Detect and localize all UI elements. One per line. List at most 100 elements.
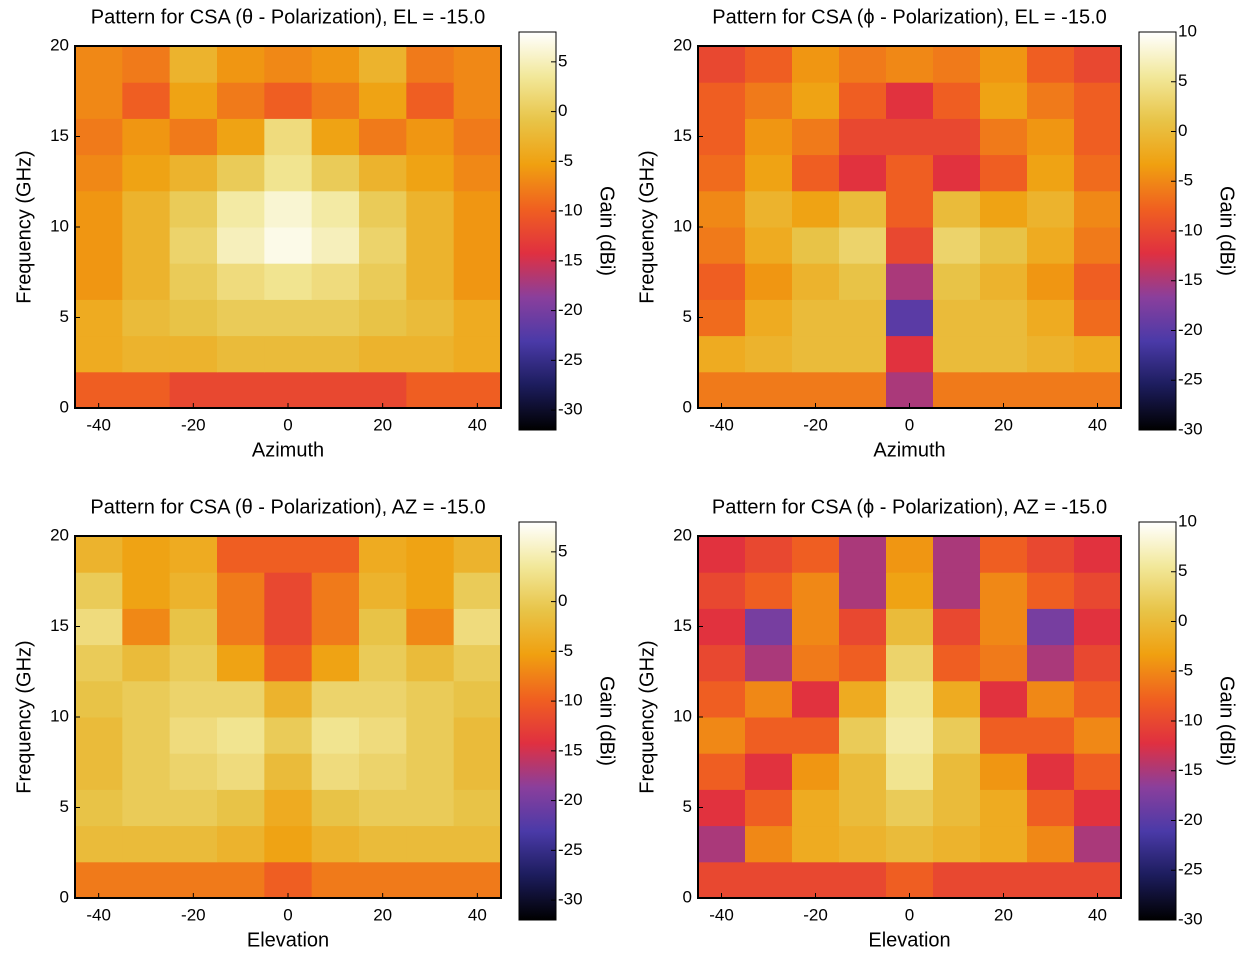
heatmap-cell: [311, 335, 360, 373]
x-axis-label: Azimuth: [873, 439, 945, 461]
heatmap-cell: [886, 789, 934, 827]
heatmap-cell: [980, 608, 1028, 646]
y-axis-label: Frequency (GHz): [636, 150, 658, 303]
heatmap-cell: [359, 190, 407, 228]
heatmap-cell: [75, 536, 123, 573]
heatmap-cell: [169, 335, 218, 373]
heatmap-cell: [839, 371, 887, 409]
heatmap-cell: [122, 608, 171, 646]
colorbar-tick-label: -30: [558, 890, 583, 909]
y-tick-label: 5: [683, 797, 692, 816]
heatmap-cell: [359, 789, 407, 827]
heatmap-cell: [1074, 190, 1122, 228]
heatmap-cell: [980, 825, 1028, 863]
heatmap-cell: [406, 572, 455, 609]
heatmap-cell: [933, 680, 981, 718]
y-tick-label: 20: [50, 35, 69, 54]
heatmap-cell: [217, 190, 265, 228]
y-axis-label: Frequency (GHz): [636, 640, 658, 793]
heatmap-cell: [453, 154, 502, 192]
heatmap-cell: [980, 190, 1028, 228]
heatmap-cell: [311, 263, 360, 300]
colorbar-label: Gain (dBi): [1216, 676, 1238, 766]
heatmap-cell: [745, 82, 793, 119]
heatmap-cell: [886, 46, 934, 83]
heatmap-cell: [169, 861, 218, 899]
heatmap-cell: [886, 644, 934, 682]
heatmap-cell: [839, 861, 887, 899]
colorbar-label: Gain (dBi): [1216, 186, 1238, 276]
x-tick-label: 20: [994, 415, 1013, 434]
heatmap-cell: [453, 299, 502, 337]
heatmap-cell: [311, 46, 360, 83]
heatmap-cell: [698, 717, 746, 754]
heatmap-cell: [311, 861, 360, 899]
colorbar: [518, 31, 557, 431]
heatmap-cell: [75, 789, 123, 827]
y-tick-label: 20: [673, 35, 692, 54]
heatmap-cell: [792, 717, 840, 754]
heatmap-cell: [1074, 299, 1122, 337]
heatmap-cell: [792, 335, 840, 373]
heatmap-cell: [745, 335, 793, 373]
heatmap-cell: [839, 82, 887, 119]
heatmap-cell: [264, 536, 313, 573]
heatmap-cell: [406, 154, 455, 192]
heatmap-cell: [1027, 118, 1075, 156]
heatmap-cell: [169, 118, 218, 156]
heatmap-cell: [311, 190, 360, 228]
heatmap-cell: [745, 299, 793, 337]
heatmap-cell: [839, 118, 887, 156]
heatmap-cell: [217, 335, 265, 373]
heatmap-cell: [745, 680, 793, 718]
heatmap-cell: [1027, 608, 1075, 646]
heatmap-cell: [980, 789, 1028, 827]
heatmap-cell: [453, 263, 502, 300]
panel: -40 -20 0 20 40 0 5 10 15 20 Pattern for CSA (θ - …: [13, 6, 617, 461]
heatmap-cell: [933, 46, 981, 83]
heatmap-cell: [792, 118, 840, 156]
heatmap-cell: [453, 572, 502, 609]
heatmap-cell: [217, 227, 265, 264]
heatmap-cell: [933, 371, 981, 409]
x-tick-label: -40: [86, 905, 111, 924]
heatmap-cell: [1074, 263, 1122, 300]
heatmap-cell: [933, 154, 981, 192]
heatmap-cell: [217, 753, 265, 790]
heatmap-cell: [839, 789, 887, 827]
heatmap-cell: [980, 154, 1028, 192]
heatmap-cell: [1027, 644, 1075, 682]
heatmap-cell: [453, 227, 502, 264]
heatmap-cell: [886, 861, 934, 899]
colorbar-tick-label: -15: [558, 250, 583, 269]
heatmap-cell: [933, 861, 981, 899]
x-tick-label: -20: [181, 905, 206, 924]
heatmap-cell: [359, 680, 407, 718]
heatmap-cell: [453, 82, 502, 119]
heatmap-cell: [1074, 227, 1122, 264]
heatmap-cell: [886, 825, 934, 863]
heatmap-cell: [1074, 825, 1122, 863]
y-tick-label: 15: [673, 126, 692, 145]
heatmap-cell: [264, 572, 313, 609]
heatmap-cell: [122, 335, 171, 373]
heatmap-cell: [264, 717, 313, 754]
heatmap-cell: [792, 82, 840, 119]
heatmap-cell: [698, 118, 746, 156]
x-tick-label: -40: [709, 415, 734, 434]
heatmap-cell: [1027, 825, 1075, 863]
y-tick-label: 15: [50, 126, 69, 145]
x-tick-label: 40: [1088, 905, 1107, 924]
heatmap-cell: [75, 644, 123, 682]
heatmap-cell: [406, 861, 455, 899]
heatmap-cell: [839, 335, 887, 373]
colorbar-tick-label: -10: [558, 201, 583, 220]
heatmap-cell: [886, 371, 934, 409]
heatmap-cell: [1027, 154, 1075, 192]
heatmap-cell: [698, 263, 746, 300]
colorbar-tick-label: -5: [558, 151, 573, 170]
y-axis-label: Frequency (GHz): [13, 640, 35, 793]
heatmap-cell: [839, 46, 887, 83]
y-tick-label: 15: [673, 616, 692, 635]
x-axis-label: Azimuth: [252, 439, 324, 461]
